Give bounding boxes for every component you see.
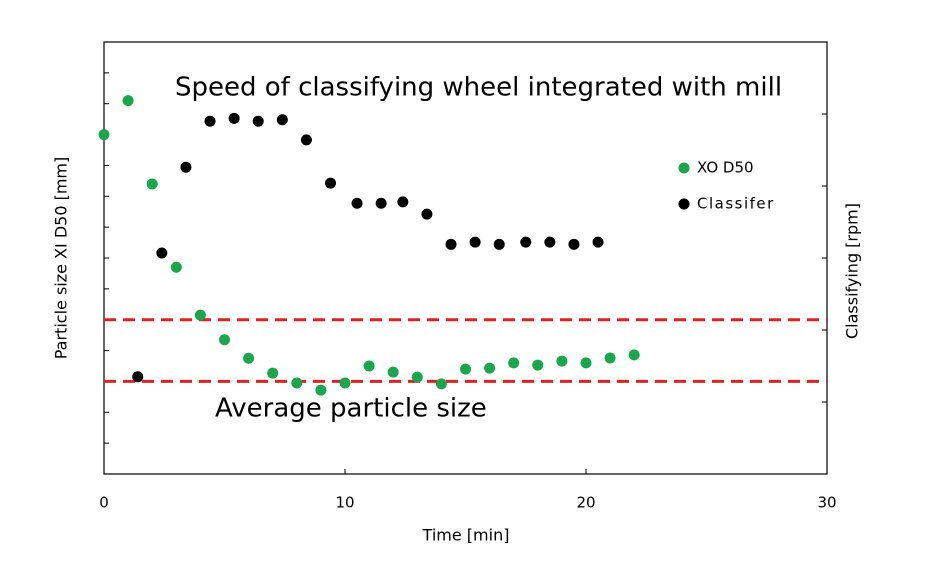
y2-axis-label: Classifying [rpm] [843,203,862,339]
point [484,362,496,374]
point [445,238,457,250]
point [204,115,216,127]
y-axis-label: Particle size XI D50 [mm] [52,157,71,360]
point [122,95,134,107]
point [300,134,312,146]
point [592,236,604,248]
point [252,115,264,127]
x-axis-label: Time [min] [422,526,510,545]
point [132,371,144,383]
point [421,208,433,220]
legend-label: XO D50 [697,159,754,177]
point [325,177,337,189]
point [98,129,110,141]
point [228,112,240,124]
annotation: Average particle size [215,394,487,424]
point [568,238,580,250]
point [194,309,206,321]
point [375,197,387,209]
point [460,363,471,375]
annotation: Speed of classifying wheel integrated wi… [175,73,782,103]
x-tick-label: 0 [99,494,109,512]
point [604,352,616,364]
point [351,197,363,209]
legend-marker [678,162,690,174]
x-tick-label: 20 [576,494,595,512]
point [243,352,255,364]
point [291,377,303,389]
point [435,378,447,390]
point [156,247,168,259]
point [267,367,279,379]
point [170,261,182,273]
point [544,236,556,248]
point [469,236,481,248]
point [580,357,592,369]
point [339,377,351,389]
point [315,384,327,396]
point [493,238,505,250]
legend-marker [678,198,690,210]
point [532,359,544,371]
point [411,371,423,383]
point [363,360,375,372]
legend-label: Classifer [697,195,775,213]
point [146,178,158,190]
point [520,236,532,248]
x-tick-label: 30 [817,494,836,512]
x-tick-label: 10 [335,494,354,512]
point [508,357,520,369]
point [628,349,640,361]
point [556,355,568,367]
point [387,366,399,378]
point [180,161,192,173]
point [397,196,409,208]
point [219,334,230,346]
point [276,114,288,126]
